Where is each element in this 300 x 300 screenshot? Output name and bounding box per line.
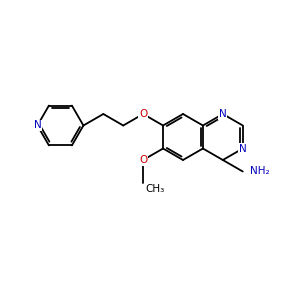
Text: CH₃: CH₃ <box>145 184 164 194</box>
Text: O: O <box>139 155 147 165</box>
Text: O: O <box>139 109 147 119</box>
Text: N: N <box>34 121 41 130</box>
Text: N: N <box>239 143 247 154</box>
Text: N: N <box>219 109 227 119</box>
Text: NH₂: NH₂ <box>250 167 269 176</box>
